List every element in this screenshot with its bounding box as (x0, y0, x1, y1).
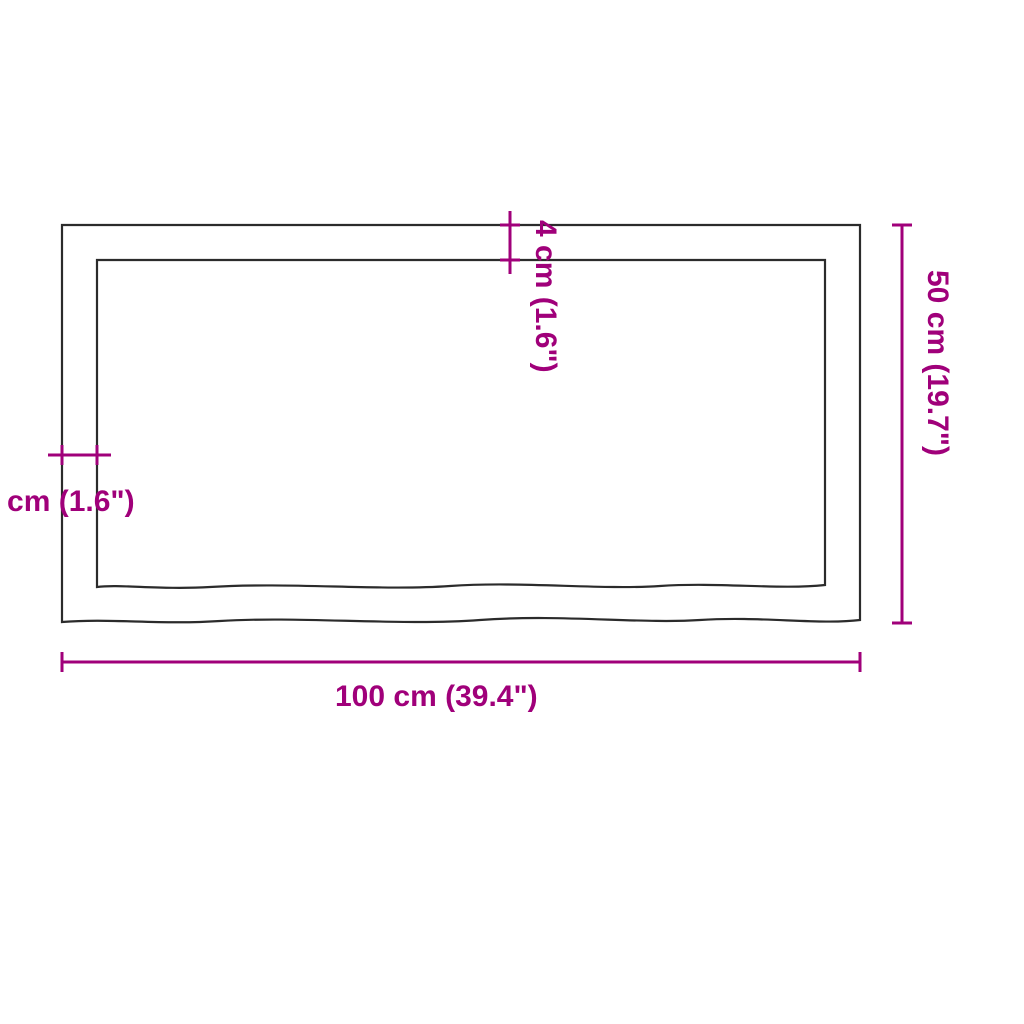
inner-rect (97, 260, 825, 588)
diagram-svg (0, 0, 1024, 1024)
dimension-diagram: 100 cm (39.4") 50 cm (19.7") 4 cm (1.6")… (0, 0, 1024, 1024)
dim-width (62, 652, 860, 672)
label-border-left: 4 cm (1.6") (0, 485, 135, 519)
dim-border-left (48, 445, 111, 465)
outer-rect (62, 225, 860, 622)
dim-height (892, 225, 912, 623)
dim-border-top (500, 211, 520, 274)
label-width: 100 cm (39.4") (335, 680, 538, 714)
label-height: 50 cm (19.7") (920, 270, 954, 456)
label-border-top: 4 cm (1.6") (528, 220, 562, 373)
